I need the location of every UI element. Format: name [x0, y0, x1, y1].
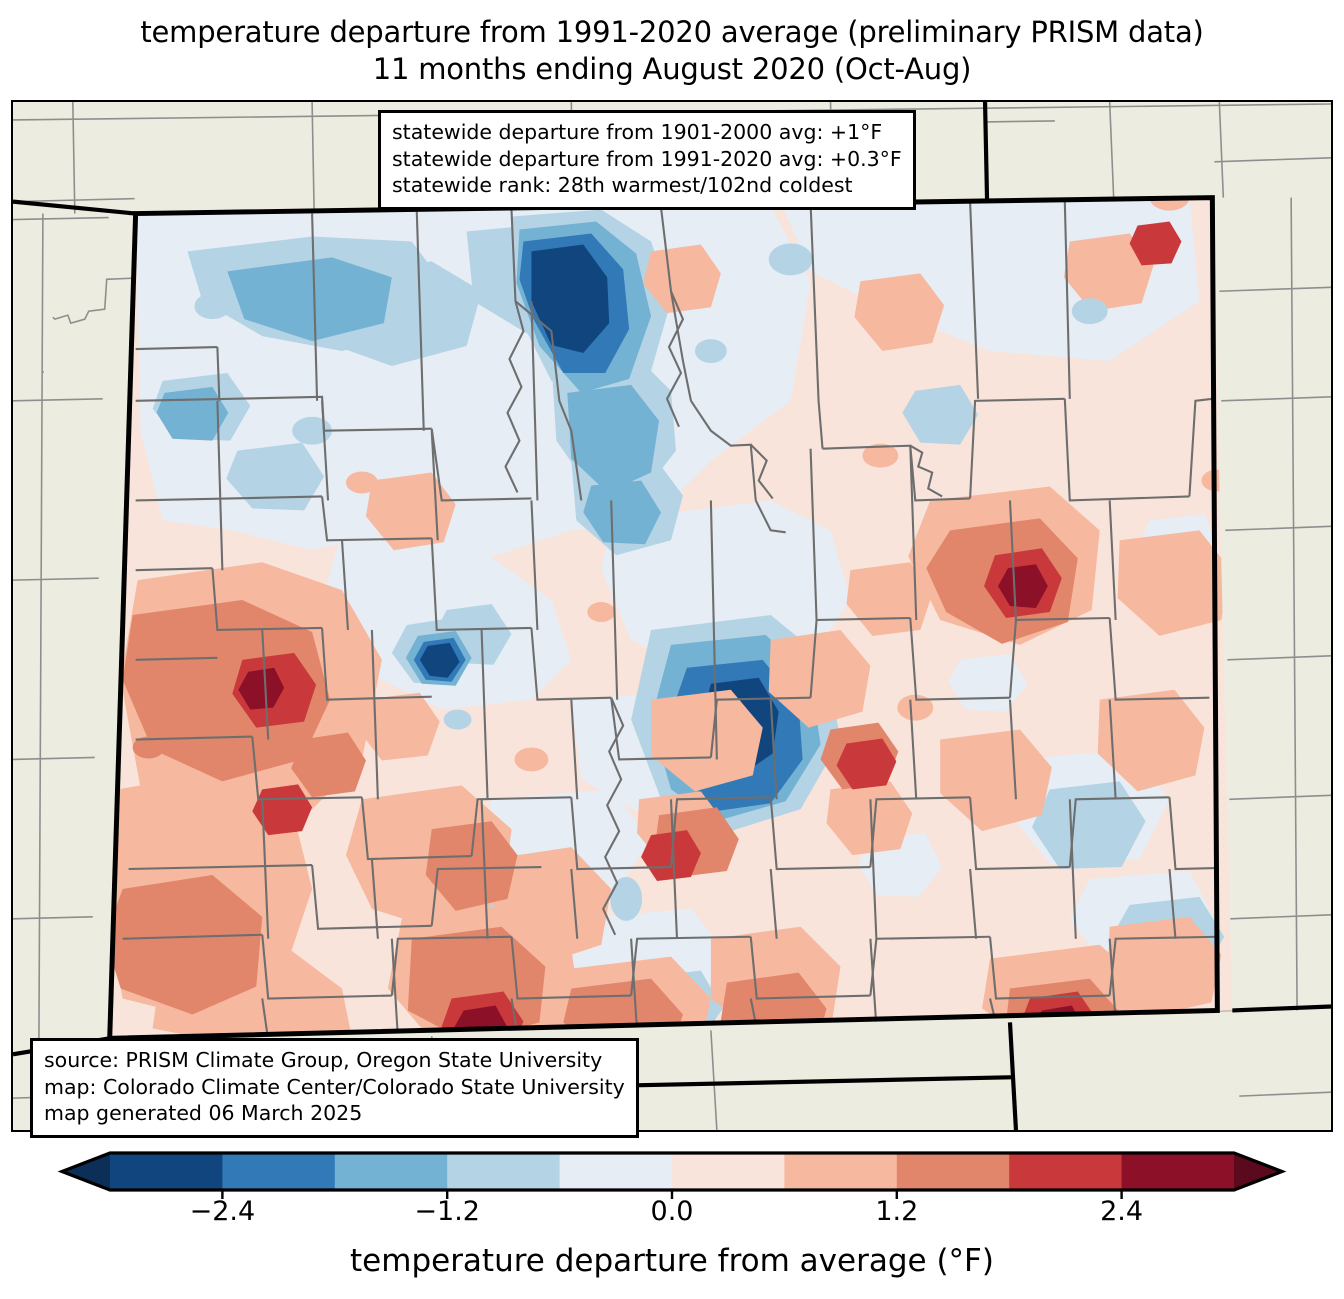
colorbar-outline [57, 1151, 1287, 1199]
colorbar-band-6 [784, 1153, 898, 1190]
statewide-statistics-box: statewide departure from 1901-2000 avg: … [378, 110, 916, 210]
colorbar-band-8 [1009, 1153, 1123, 1190]
stats-departure-1901-2000: statewide departure from 1901-2000 avg: … [392, 120, 883, 144]
source-map-line: map: Colorado Climate Center/Colorado St… [44, 1074, 625, 1099]
source-attribution-box: source: PRISM Climate Group, Oregon Stat… [30, 1038, 639, 1138]
page-title: temperature departure from 1991-2020 ave… [0, 14, 1344, 88]
stats-statewide-rank: statewide rank: 28th warmest/102nd colde… [392, 173, 853, 197]
colorbar-tick-4: 2.4 [1100, 1196, 1144, 1227]
title-line-2: 11 months ending August 2020 (Oct-Aug) [372, 52, 972, 86]
source-data-line: source: PRISM Climate Group, Oregon Stat… [44, 1048, 603, 1072]
scattered-anomaly-patches [109, 197, 1233, 921]
colorbar-tick-3: 1.2 [875, 1196, 919, 1227]
colorbar-band-group [62, 1153, 1282, 1190]
colorbar-tick-2: 0.0 [650, 1196, 694, 1227]
colorbar-tick-0: −2.4 [189, 1196, 256, 1227]
colorado-temperature-departure-map [13, 102, 1331, 1130]
stats-departure-1991-2020: statewide departure from 1991-2020 avg: … [392, 146, 902, 171]
colorbar-over-arrow [1234, 1153, 1282, 1190]
colorbar [0, 1143, 1344, 1203]
source-generated-line: map generated 06 March 2025 [44, 1101, 363, 1125]
map-frame [11, 100, 1333, 1132]
colorbar-band-9 [1121, 1153, 1235, 1190]
colorbar-tick-1: −1.2 [414, 1196, 480, 1227]
colorbar-band-7 [896, 1153, 1010, 1190]
colorbar-axis-title: temperature departure from average (°F) [350, 1243, 994, 1279]
colorbar-under-arrow [62, 1153, 110, 1190]
colorado-county-lines [122, 201, 1220, 1039]
colorbar-band-4 [559, 1153, 673, 1190]
colorbar-border [57, 1151, 1287, 1192]
title-line-1: temperature departure from 1991-2020 ave… [140, 15, 1204, 49]
colorbar-band-5 [672, 1153, 785, 1190]
temperature-departure-contours [109, 197, 1233, 1039]
colorbar-band-3 [447, 1153, 561, 1190]
colorbar-band-0 [110, 1153, 223, 1190]
colorbar-tick-labels: −2.4 −1.2 0.0 1.2 2.4 [0, 1196, 1344, 1240]
colorbar-swatches [57, 1151, 1287, 1199]
colorbar-band-1 [222, 1153, 336, 1190]
colorbar-band-2 [334, 1153, 448, 1190]
